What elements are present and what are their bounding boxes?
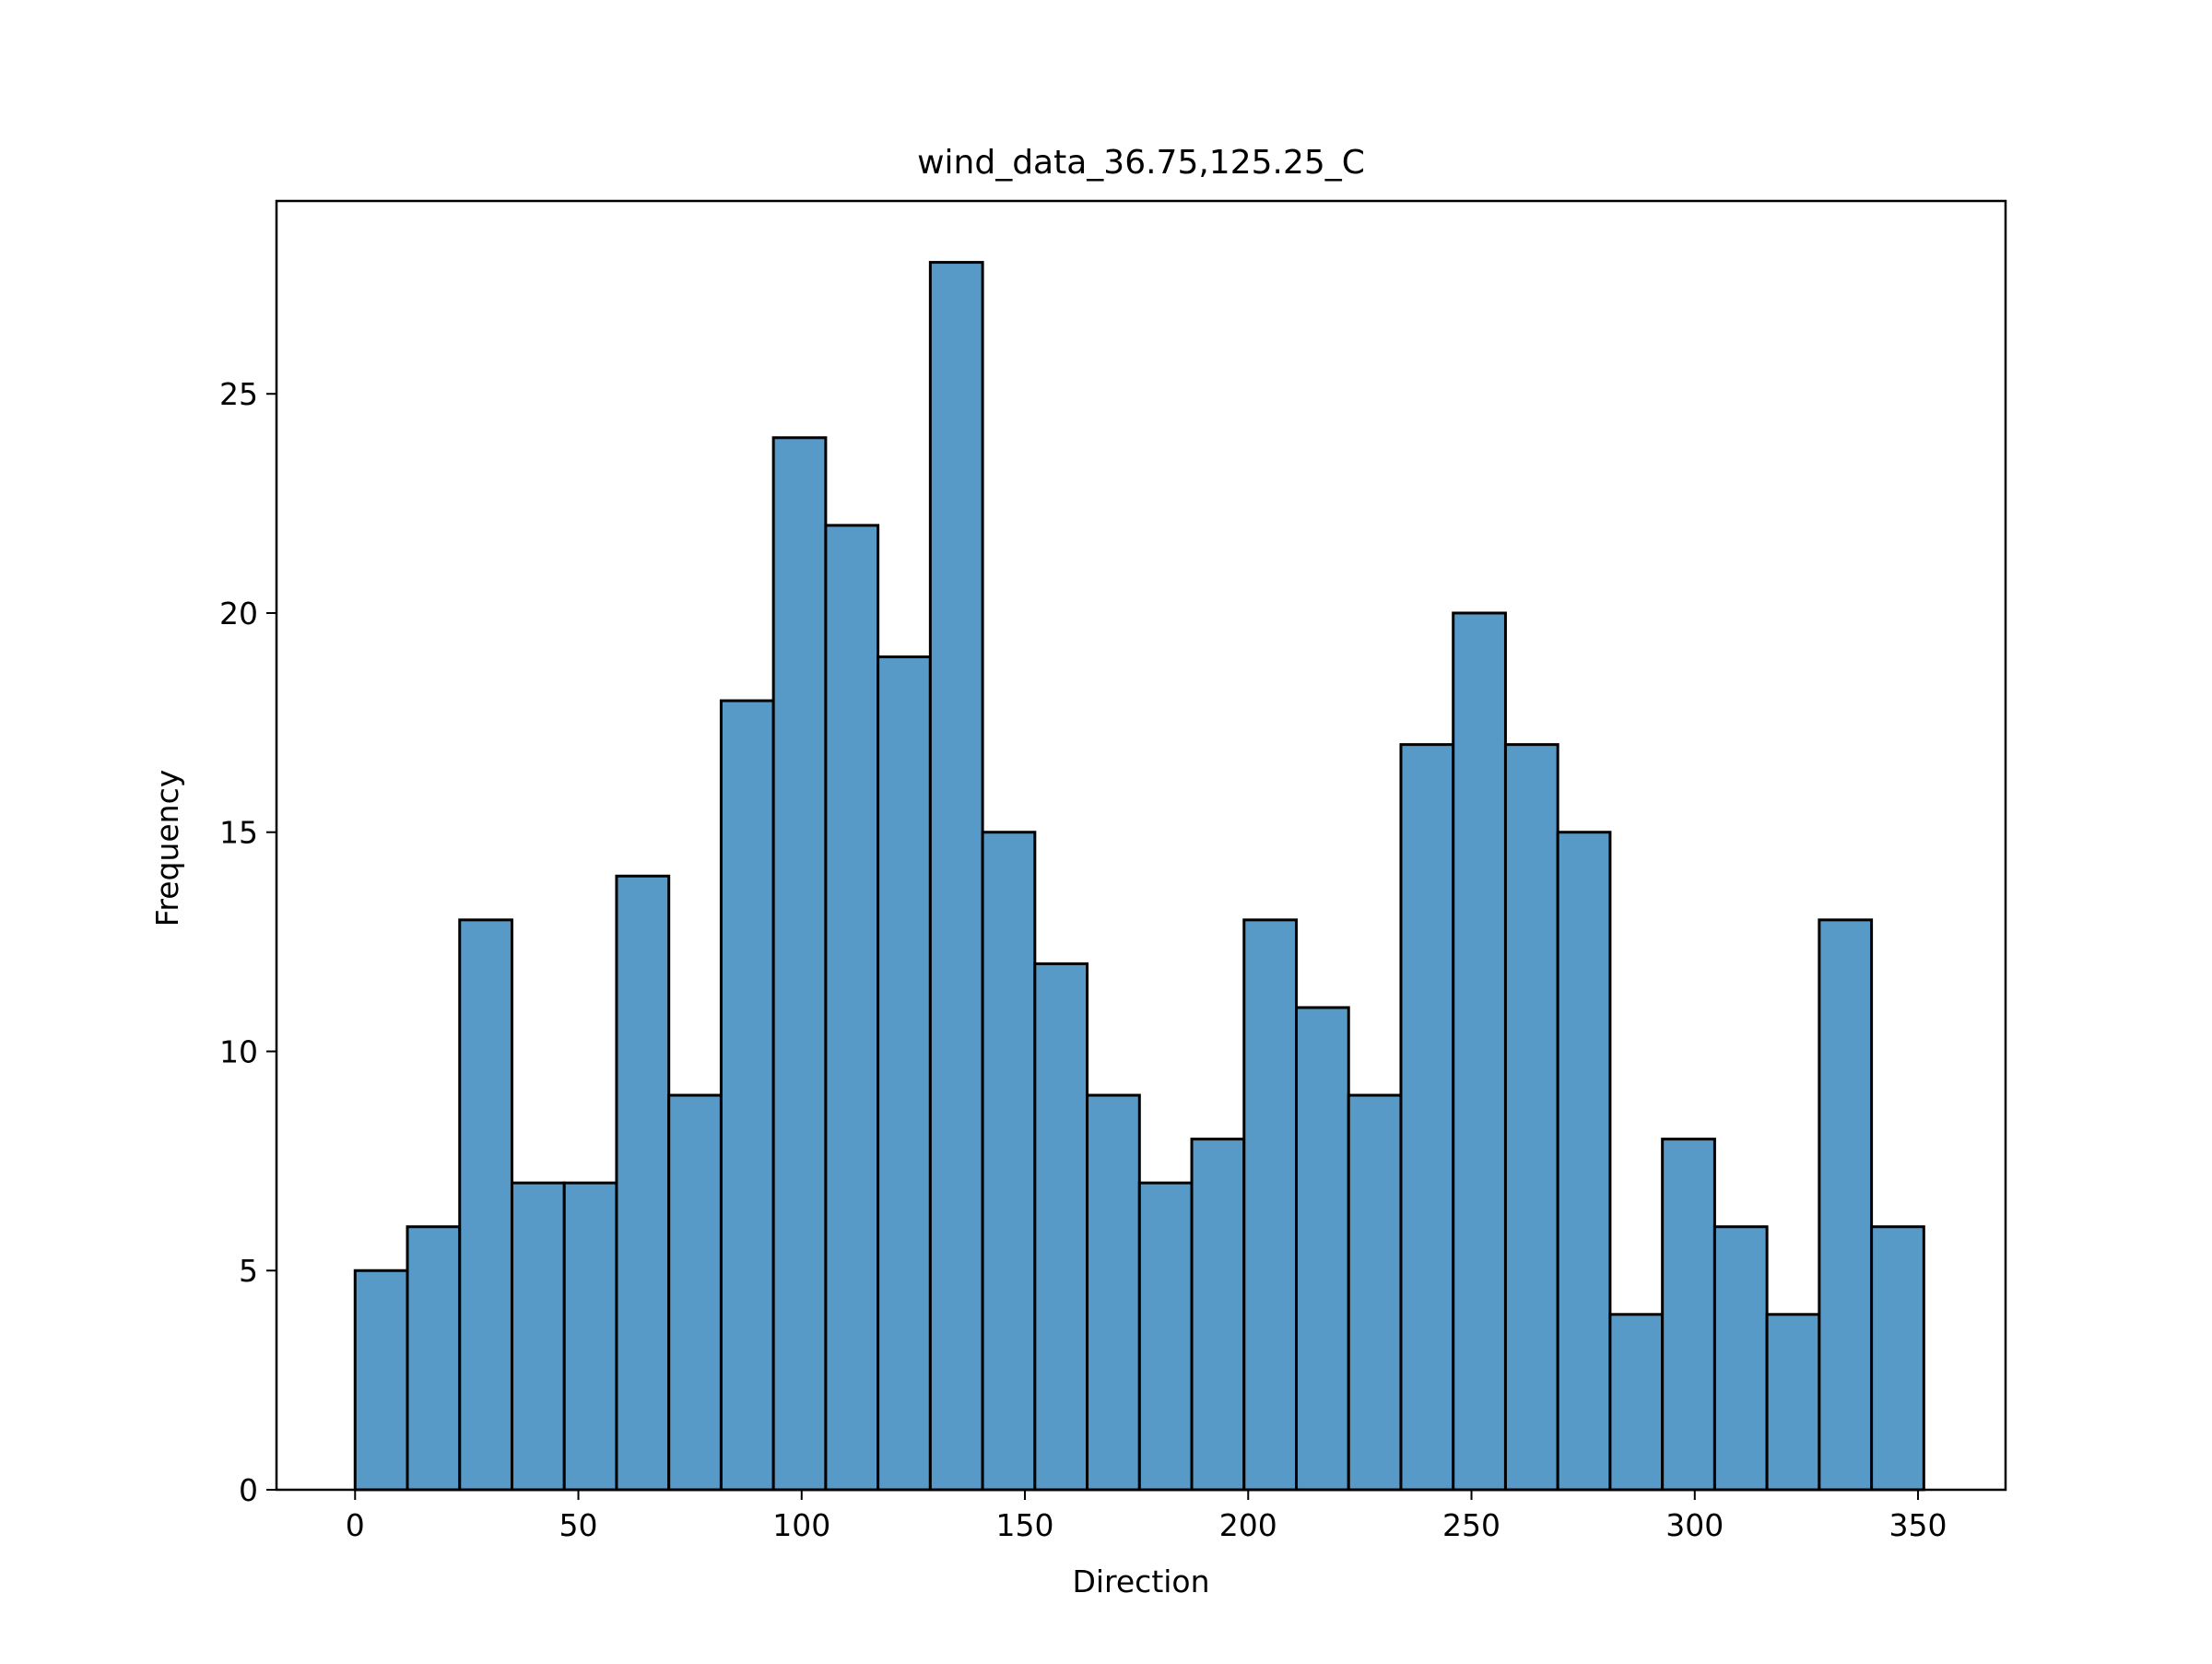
- histogram-bar: [1452, 611, 1507, 1492]
- histogram-bar: [1399, 743, 1455, 1492]
- histogram-bar: [1347, 1093, 1403, 1492]
- histogram-bar: [406, 1225, 462, 1492]
- x-tick-label: 250: [1442, 1507, 1500, 1543]
- histogram-bar: [615, 874, 671, 1492]
- bars-group: [353, 261, 1925, 1492]
- x-tick-label: 350: [1889, 1507, 1947, 1543]
- histogram-bar: [877, 655, 932, 1492]
- x-tick-label: 150: [996, 1507, 1054, 1543]
- histogram-bar: [562, 1181, 618, 1492]
- histogram-bar: [1765, 1313, 1821, 1492]
- histogram-bar: [1818, 918, 1874, 1492]
- x-tick-label: 0: [346, 1507, 365, 1543]
- y-tick-label: 0: [239, 1472, 258, 1508]
- histogram-bar: [1033, 962, 1089, 1492]
- histogram-bar: [771, 436, 828, 1492]
- y-axis-label: Frequency: [149, 770, 185, 926]
- histogram-bar: [1870, 1225, 1925, 1492]
- histogram-bar: [824, 524, 880, 1492]
- histogram-bar: [1556, 831, 1612, 1492]
- y-tick-label: 10: [219, 1033, 258, 1069]
- histogram-bar: [1712, 1225, 1769, 1492]
- histogram-bar: [981, 831, 1037, 1492]
- y-tick-label: 20: [219, 596, 258, 631]
- x-ticks-group: 0 50 100 150 200 250 300 350: [346, 1490, 1947, 1543]
- y-tick-label: 15: [219, 815, 258, 851]
- x-tick-label: 200: [1219, 1507, 1277, 1543]
- histogram-bar: [1608, 1313, 1665, 1492]
- histogram-bar: [510, 1181, 566, 1492]
- x-tick-label: 50: [559, 1507, 598, 1543]
- histogram-bar: [458, 918, 513, 1492]
- x-axis-label: Direction: [1072, 1564, 1209, 1599]
- histogram-bar: [1086, 1093, 1141, 1492]
- histogram-bar: [719, 699, 775, 1492]
- histogram-bar: [928, 261, 984, 1492]
- y-tick-label: 25: [219, 376, 258, 412]
- histogram-bar: [353, 1269, 409, 1492]
- histogram-bar: [1503, 743, 1559, 1492]
- y-ticks-group: 0 5 10 15 20 25: [219, 376, 276, 1508]
- x-tick-label: 100: [772, 1507, 830, 1543]
- histogram-bar: [1661, 1138, 1716, 1492]
- histogram-bar: [1190, 1138, 1246, 1492]
- x-tick-label: 300: [1665, 1507, 1724, 1543]
- y-tick-label: 5: [239, 1253, 258, 1289]
- chart-title: wind_data_36.75,125.25_C: [917, 144, 1365, 182]
- histogram-bar: [1137, 1181, 1194, 1492]
- histogram-bar: [1295, 1006, 1350, 1492]
- histogram-bar: [1242, 918, 1299, 1492]
- axes-frame: [275, 199, 2007, 1492]
- histogram-bar: [667, 1093, 723, 1492]
